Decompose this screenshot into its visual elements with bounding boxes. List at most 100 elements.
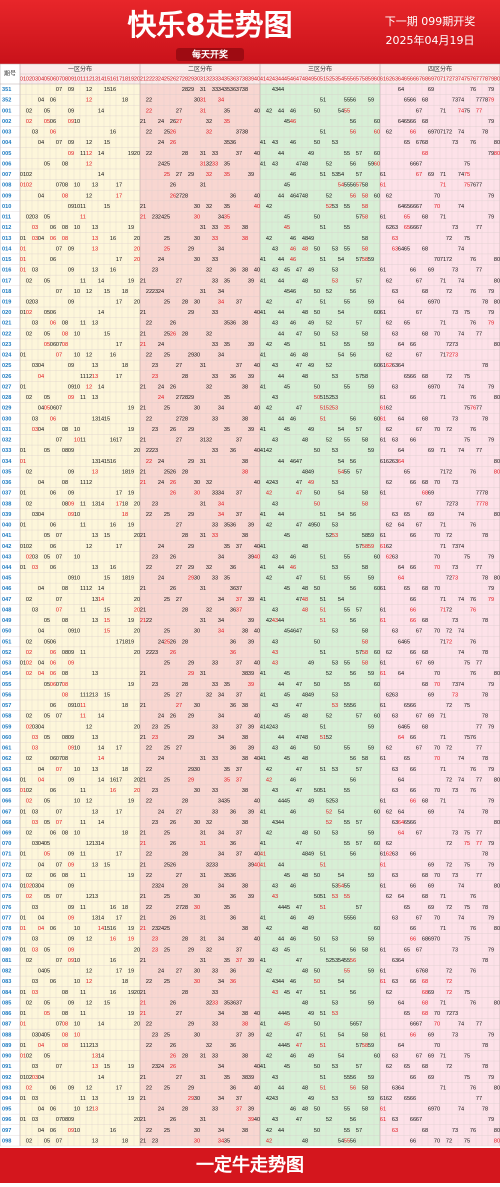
drawn-number: 54 <box>338 873 344 879</box>
drawn-number: 13 <box>92 767 98 773</box>
drawn-number: 13 <box>92 565 98 571</box>
drawn-number: 46 <box>290 937 296 943</box>
drawn-number: 49 <box>308 523 314 529</box>
drawn-number: 17 <box>116 491 122 497</box>
drawn-number: 13 <box>92 1043 98 1049</box>
drawn-number: 30 <box>194 1096 200 1102</box>
drawn-number: 61 <box>380 491 386 497</box>
drawn-number: 55 <box>344 108 350 114</box>
period: 047 <box>2 597 11 603</box>
drawn-number: 37 <box>236 491 242 497</box>
drawn-number: 23 <box>152 215 158 221</box>
drawn-number: 66 <box>410 1075 416 1081</box>
drawn-number: 17 <box>116 342 122 348</box>
drawn-number: 27 <box>176 692 182 698</box>
drawn-number: 07 <box>56 1064 62 1070</box>
period: 054 <box>2 671 12 677</box>
drawn-number: 23 <box>152 1138 158 1144</box>
drawn-number: 55 <box>344 1075 350 1081</box>
drawn-number: 50 <box>314 1064 320 1070</box>
drawn-number: 76 <box>470 597 476 603</box>
column-label: 44 <box>278 76 284 82</box>
drawn-number: 57 <box>356 905 362 911</box>
drawn-number: 60 <box>374 926 380 932</box>
column-label: 27 <box>176 76 182 82</box>
drawn-number: 12 <box>86 480 92 486</box>
drawn-number: 26 <box>170 1043 176 1049</box>
drawn-number: 62 <box>386 650 392 656</box>
drawn-number: 26 <box>170 384 176 390</box>
drawn-number: 72 <box>446 1011 452 1017</box>
drawn-number: 66 <box>410 225 416 231</box>
drawn-number: 66 <box>410 204 416 210</box>
drawn-number: 58 <box>362 1043 368 1049</box>
drawn-number: 79 <box>488 215 494 221</box>
drawn-number: 19 <box>128 937 134 943</box>
period: 089 <box>2 1043 11 1049</box>
drawn-number: 01 <box>20 1054 26 1060</box>
drawn-number: 38 <box>242 321 248 327</box>
drawn-number: 03 <box>32 565 38 571</box>
drawn-number: 23 <box>152 926 158 932</box>
drawn-number: 55 <box>344 438 350 444</box>
drawn-number: 01 <box>20 1075 26 1081</box>
drawn-number: 08 <box>62 756 68 762</box>
drawn-number: 78 <box>482 299 488 305</box>
drawn-number: 38 <box>242 469 248 475</box>
drawn-number: 79 <box>488 767 494 773</box>
drawn-number: 71 <box>440 597 446 603</box>
drawn-number: 74 <box>458 172 464 178</box>
drawn-number: 09 <box>68 661 74 667</box>
drawn-number: 50 <box>314 310 320 316</box>
drawn-number: 20 <box>134 990 140 996</box>
drawn-number: 60 <box>374 554 380 560</box>
period: 078 <box>2 926 11 932</box>
drawn-number: 29 <box>188 1096 194 1102</box>
drawn-number: 58 <box>362 374 368 380</box>
drawn-number: 65 <box>404 374 410 380</box>
drawn-number: 66 <box>410 565 416 571</box>
drawn-number: 54 <box>338 183 344 189</box>
drawn-number: 71 <box>440 894 446 900</box>
drawn-number: 33 <box>212 257 218 263</box>
drawn-number: 11 <box>80 204 86 210</box>
drawn-number: 22 <box>146 979 152 985</box>
drawn-number: 01 <box>20 544 26 550</box>
drawn-number: 78 <box>482 1043 488 1049</box>
drawn-number: 51 <box>320 1075 326 1081</box>
drawn-number: 70 <box>434 1022 440 1028</box>
drawn-number: 29 <box>188 777 194 783</box>
drawn-number: 02 <box>26 799 32 805</box>
drawn-number: 20 <box>134 777 140 783</box>
drawn-number: 80 <box>494 777 500 783</box>
drawn-number: 03 <box>32 299 38 305</box>
drawn-number: 63 <box>392 289 398 295</box>
drawn-number: 47 <box>296 459 302 465</box>
drawn-number: 69 <box>428 512 434 518</box>
drawn-number: 18 <box>122 576 128 582</box>
drawn-number: 21 <box>140 703 146 709</box>
drawn-number: 71 <box>440 278 446 284</box>
drawn-number: 15 <box>104 289 110 295</box>
drawn-number: 02 <box>26 724 32 730</box>
drawn-number: 80 <box>494 469 500 475</box>
drawn-number: 25 <box>164 172 170 178</box>
drawn-number: 44 <box>278 862 284 868</box>
drawn-number: 46 <box>290 884 296 890</box>
drawn-number: 38 <box>242 1054 248 1060</box>
drawn-number: 62 <box>386 363 392 369</box>
drawn-number: 06 <box>50 926 56 932</box>
drawn-number: 48 <box>302 310 308 316</box>
drawn-number: 44 <box>278 87 284 93</box>
drawn-number: 47 <box>296 480 302 486</box>
drawn-number: 04 <box>38 841 44 847</box>
drawn-number: 30 <box>194 1032 200 1038</box>
drawn-number: 05 <box>44 278 50 284</box>
drawn-number: 50 <box>314 979 320 985</box>
drawn-number: 70 <box>434 629 440 635</box>
period: 028 <box>2 395 11 401</box>
drawn-number: 33 <box>212 809 218 815</box>
drawn-number: 02 <box>26 299 32 305</box>
drawn-number: 77 <box>476 331 482 337</box>
drawn-number: 10 <box>74 1107 80 1113</box>
